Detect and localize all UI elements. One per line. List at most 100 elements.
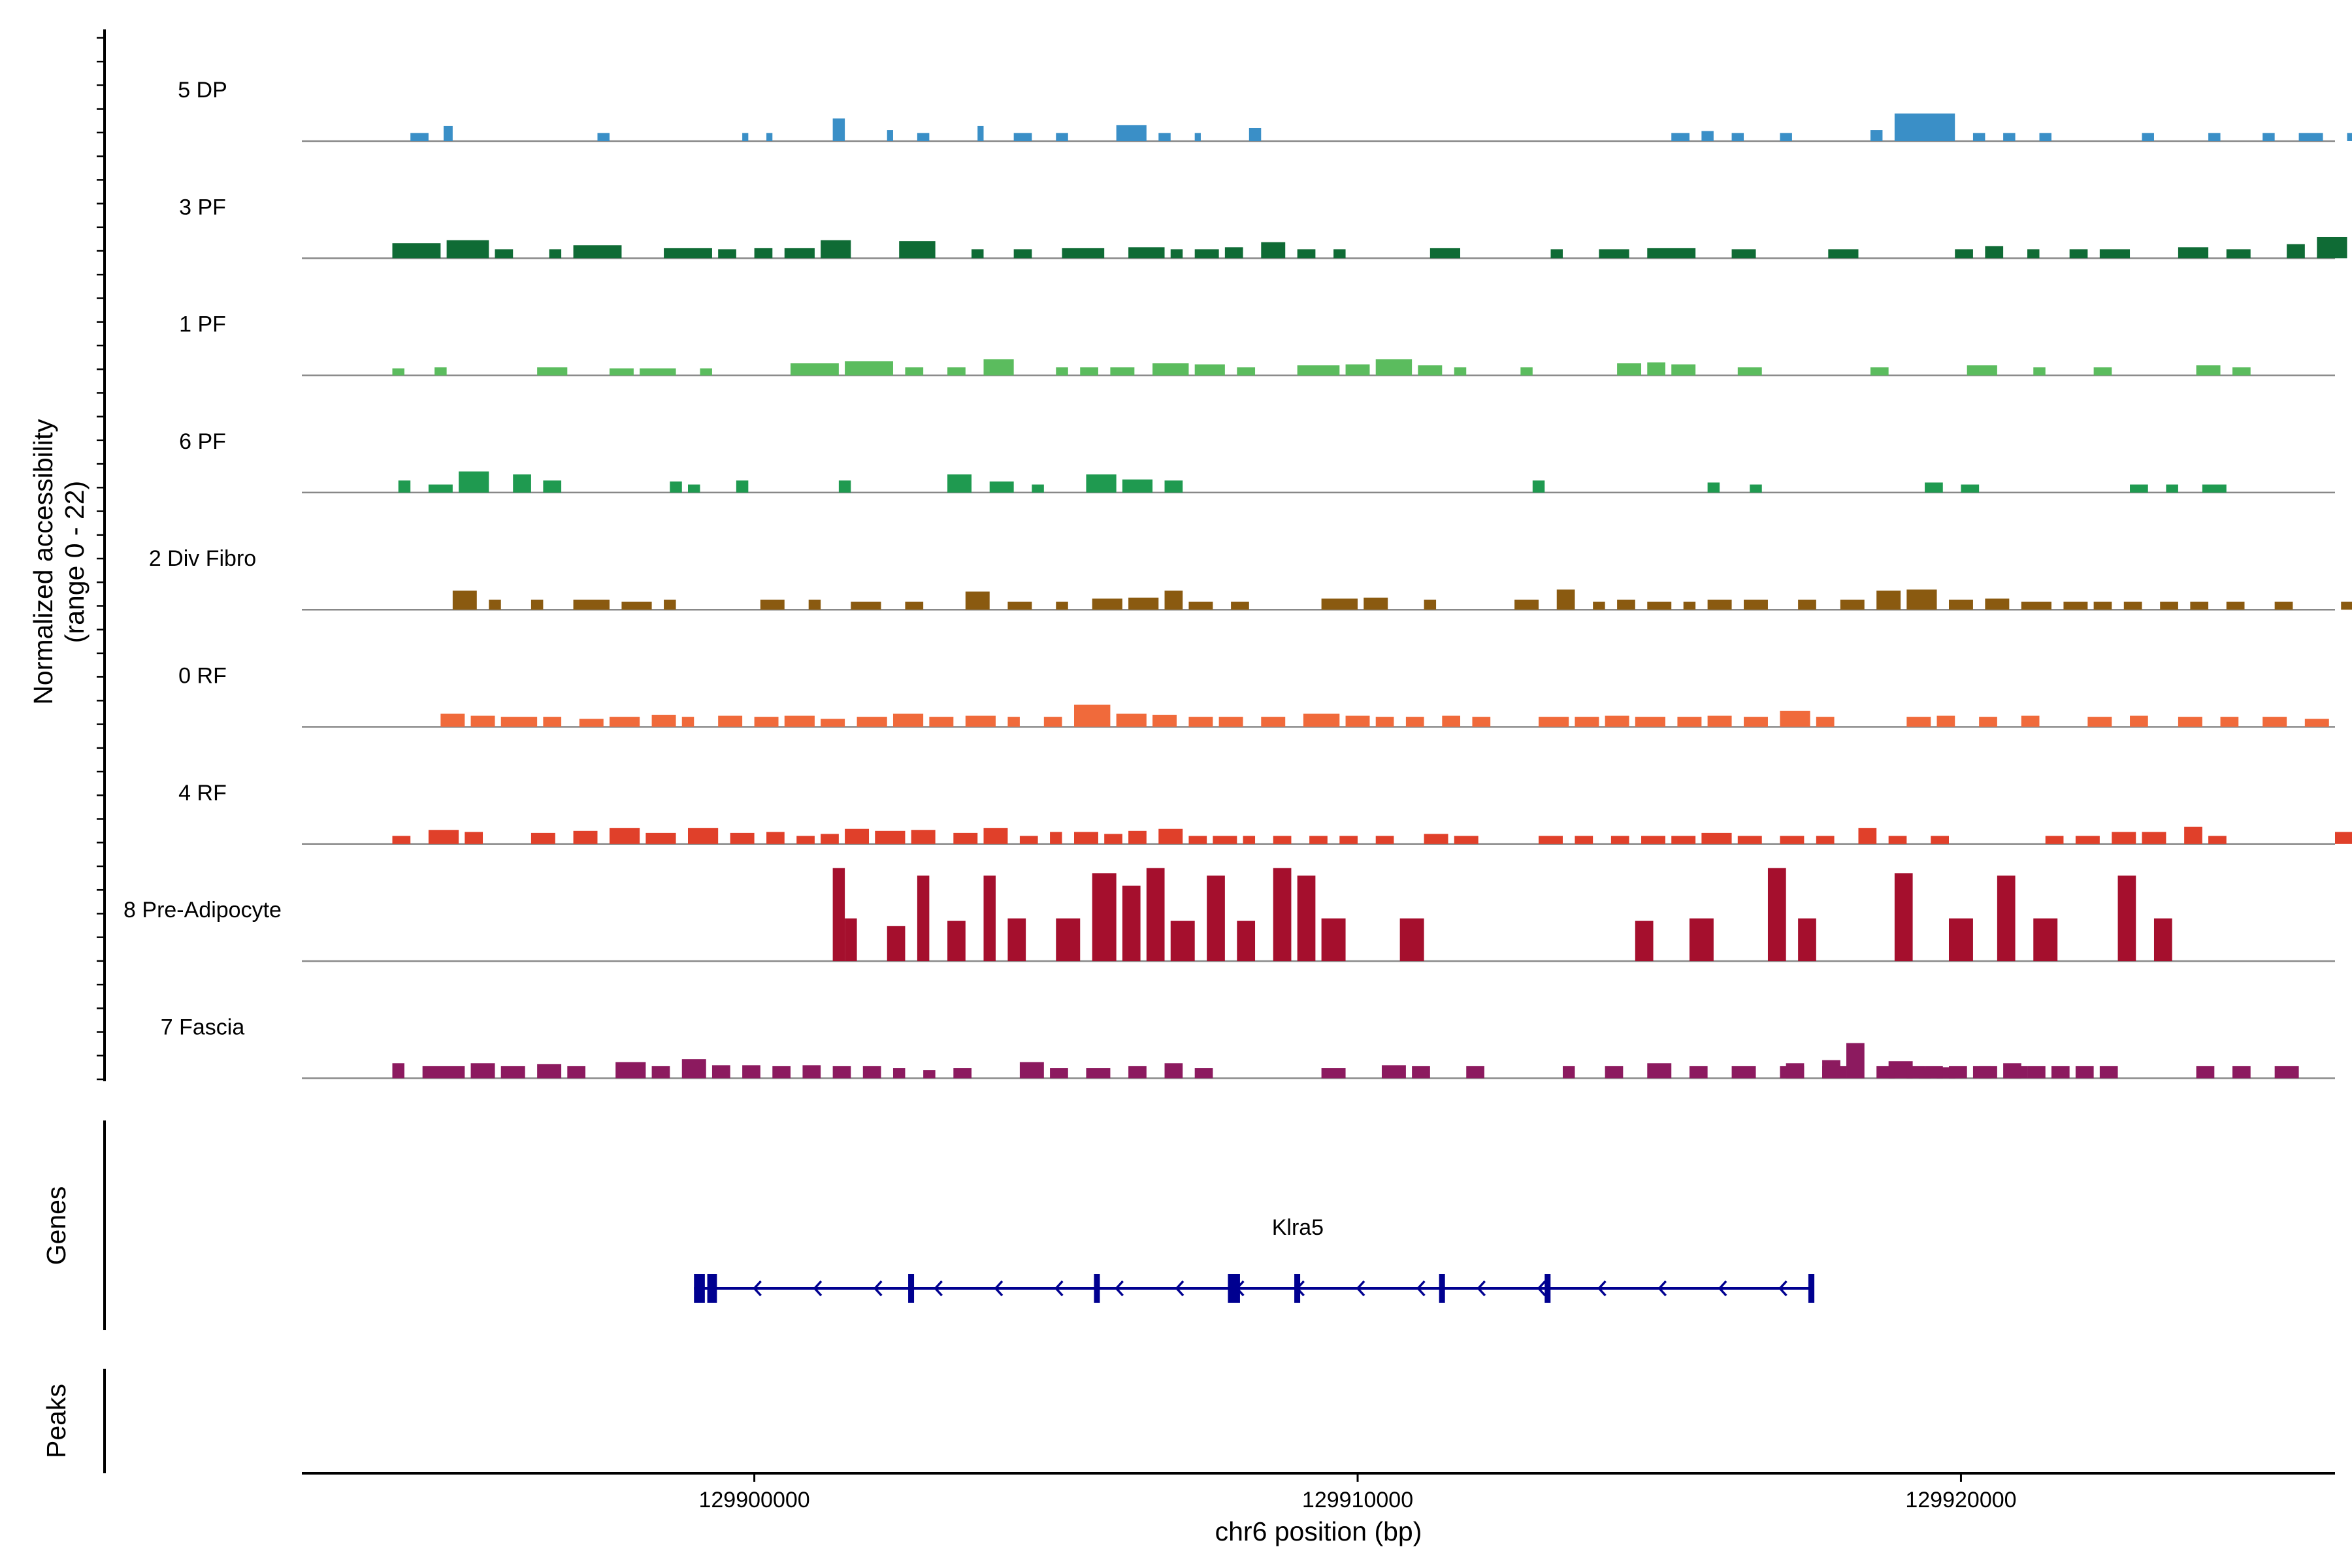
coverage-peak bbox=[1194, 1068, 1213, 1079]
coverage-peak bbox=[500, 717, 538, 727]
coverage-peak bbox=[500, 1066, 525, 1079]
coverage-peak bbox=[1092, 873, 1117, 962]
coverage-peak bbox=[1333, 249, 1346, 259]
coverage-peak bbox=[1321, 1068, 1346, 1079]
coverage-peak bbox=[1840, 599, 1865, 610]
track-label: 5 DP bbox=[178, 78, 227, 103]
coverage-peak bbox=[1412, 1066, 1430, 1079]
coverage-peak bbox=[766, 832, 785, 844]
coverage-peak bbox=[531, 599, 544, 610]
coverage-peak bbox=[1128, 830, 1147, 844]
x-tick-label: 129910000 bbox=[1302, 1488, 1413, 1512]
coverage-peak bbox=[821, 834, 839, 844]
coverage-peak bbox=[422, 1066, 465, 1079]
coverage-peak bbox=[1767, 868, 1786, 962]
coverage-peak bbox=[832, 118, 845, 141]
coverage-peak bbox=[1647, 362, 1665, 376]
coverage-peak bbox=[1599, 249, 1629, 259]
coverage-peak bbox=[899, 241, 936, 259]
coverage-peak bbox=[1979, 717, 1997, 727]
coverage-peak bbox=[579, 719, 604, 727]
coverage-peak bbox=[1936, 715, 1955, 727]
coverage-peak bbox=[1635, 921, 1654, 962]
coverage-peak bbox=[718, 249, 736, 259]
strand-arrow-icon bbox=[753, 1280, 762, 1297]
coverage-peak bbox=[1297, 365, 1340, 376]
coverage-peak bbox=[1556, 589, 1575, 610]
coverage-peak bbox=[1539, 836, 1563, 844]
coverage-peak bbox=[2287, 244, 2305, 259]
coverage-peak bbox=[2021, 715, 2040, 727]
coverage-peak bbox=[1375, 717, 1394, 727]
coverage-peak bbox=[1671, 133, 1690, 141]
gene-exon bbox=[1439, 1274, 1445, 1303]
coverage-peak bbox=[2190, 601, 2209, 610]
coverage-tracks: 5 DP 3 PF 1 PF 6 PF 2 Div Fibro 0 RF 4 RF 8 Pre… bbox=[123, 78, 2352, 1079]
coverage-peak bbox=[1158, 133, 1171, 141]
coverage-peak bbox=[1243, 836, 1256, 844]
coverage-peak bbox=[1297, 875, 1316, 962]
coverage-peak bbox=[1381, 1065, 1406, 1079]
coverage-peak bbox=[2178, 247, 2209, 259]
track-5-dp: 5 DP bbox=[178, 78, 2352, 142]
coverage-peak bbox=[1731, 249, 1756, 259]
coverage-peak bbox=[1164, 590, 1183, 610]
coverage-peak bbox=[1948, 1066, 1967, 1079]
coverage-peak bbox=[392, 836, 411, 844]
coverage-peak bbox=[1816, 836, 1835, 844]
coverage-peak bbox=[754, 717, 779, 727]
coverage-peak bbox=[2166, 484, 2178, 493]
coverage-peak bbox=[573, 245, 622, 259]
coverage-peak bbox=[1858, 828, 1877, 844]
strand-arrow-icon bbox=[1115, 1280, 1124, 1297]
coverage-peak bbox=[609, 717, 640, 727]
coverage-peak bbox=[1870, 130, 1883, 141]
coverage-peak bbox=[1237, 367, 1256, 376]
coverage-peak bbox=[821, 719, 845, 727]
coverage-peak bbox=[1593, 601, 1605, 610]
coverage-peak bbox=[444, 125, 453, 141]
coverage-peak bbox=[2142, 832, 2166, 844]
coverage-peak bbox=[2112, 832, 2136, 844]
coverage-peak bbox=[1032, 484, 1044, 493]
coverage-peak bbox=[495, 249, 514, 259]
coverage-peak bbox=[2196, 365, 2221, 376]
coverage-peak bbox=[2033, 918, 2058, 962]
track-label: 3 PF bbox=[179, 195, 226, 220]
coverage-peak bbox=[1737, 836, 1762, 844]
coverage-peak bbox=[1092, 598, 1122, 610]
coverage-peak bbox=[597, 133, 610, 141]
coverage-peak bbox=[1750, 484, 1762, 493]
coverage-peak bbox=[1164, 1063, 1183, 1079]
coverage-peak bbox=[1780, 710, 1810, 727]
coverage-peak bbox=[1056, 918, 1081, 962]
coverage-peak bbox=[1514, 599, 1539, 610]
coverage-peak bbox=[1701, 131, 1714, 141]
coverage-peak bbox=[489, 599, 501, 610]
coverage-peak bbox=[1647, 1063, 1672, 1079]
strand-arrow-icon bbox=[1718, 1280, 1727, 1297]
coverage-peak bbox=[2039, 133, 2051, 141]
coverage-peak bbox=[459, 471, 489, 493]
coverage-peak bbox=[1249, 127, 1262, 141]
coverage-peak bbox=[1080, 367, 1098, 376]
coverage-peak bbox=[452, 590, 477, 610]
coverage-peak bbox=[688, 484, 700, 493]
coverage-peak bbox=[2196, 1066, 2215, 1079]
coverage-peak bbox=[1013, 249, 1032, 259]
strand-arrow-icon bbox=[1175, 1280, 1184, 1297]
coverage-peak bbox=[1418, 365, 1443, 376]
coverage-peak bbox=[2075, 836, 2100, 844]
coverage-peak bbox=[1194, 133, 1201, 141]
y-axis-label-range: (range 0 - 22) bbox=[59, 481, 90, 643]
coverage-peak bbox=[1261, 242, 1286, 259]
coverage-peak bbox=[567, 1066, 586, 1079]
coverage-peak bbox=[2335, 832, 2352, 844]
coverage-peak bbox=[2226, 601, 2245, 610]
coverage-peak bbox=[2341, 601, 2352, 610]
coverage-peak bbox=[1967, 365, 1997, 376]
coverage-peak bbox=[1575, 836, 1593, 844]
coverage-peak bbox=[947, 367, 966, 376]
coverage-peak bbox=[911, 830, 936, 844]
coverage-peak bbox=[2262, 717, 2287, 727]
